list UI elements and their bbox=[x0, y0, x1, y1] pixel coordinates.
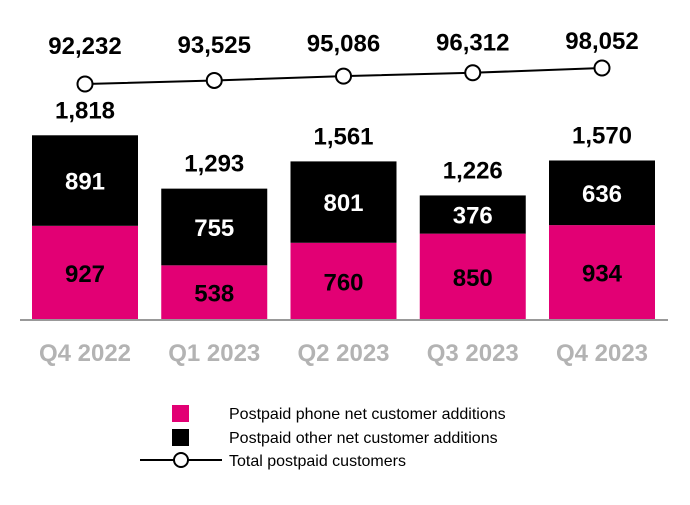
total-line-label: 92,232 bbox=[48, 33, 121, 60]
data-label-other: 801 bbox=[323, 190, 363, 217]
data-label-phone: 934 bbox=[582, 261, 623, 288]
total-label: 1,561 bbox=[313, 123, 373, 150]
legend-label-phone: Postpaid phone net customer additions bbox=[229, 406, 506, 423]
bar-phone bbox=[161, 265, 268, 320]
bar-phone bbox=[290, 242, 397, 320]
bar-other bbox=[419, 195, 526, 234]
data-label-phone: 760 bbox=[323, 269, 363, 296]
data-label-other: 376 bbox=[453, 203, 493, 230]
data-label-phone: 927 bbox=[65, 261, 105, 288]
total-line-label: 93,525 bbox=[178, 32, 251, 59]
x-tick-label: Q1 2023 bbox=[168, 340, 260, 367]
legend: Postpaid phone net customer additions Po… bbox=[140, 405, 506, 470]
data-label-other: 636 bbox=[582, 181, 622, 208]
total-line-point bbox=[464, 64, 482, 82]
total-label: 1,226 bbox=[443, 157, 503, 184]
legend-label-total: Total postpaid customers bbox=[229, 453, 406, 470]
legend-label-other: Postpaid other net customer additions bbox=[229, 430, 498, 447]
bar-phone bbox=[32, 225, 138, 320]
total-line-label: 98,052 bbox=[565, 28, 638, 55]
legend-swatch-other bbox=[172, 429, 189, 446]
data-label-other: 891 bbox=[65, 169, 105, 196]
total-line: 92,232 93,525 95,086 96,312 98,052 bbox=[48, 28, 639, 93]
bar-phone bbox=[419, 233, 526, 320]
bar-other bbox=[161, 188, 268, 266]
labels: 927 891 1,818 Q4 2022 538 755 1,293 Q1 2023 760 8… bbox=[39, 97, 648, 367]
x-tick-label: Q4 2023 bbox=[556, 340, 648, 367]
x-tick-label: Q2 2023 bbox=[297, 340, 389, 367]
x-tick-label: Q4 2022 bbox=[39, 340, 131, 367]
bar-other bbox=[549, 160, 655, 226]
x-tick-label: Q3 2023 bbox=[427, 340, 519, 367]
data-label-phone: 538 bbox=[194, 281, 234, 308]
bar-other bbox=[290, 161, 397, 243]
total-line-label: 95,086 bbox=[307, 31, 380, 58]
bar-other bbox=[32, 135, 138, 226]
bars bbox=[32, 135, 655, 320]
total-line-point bbox=[205, 71, 223, 89]
data-label-other: 755 bbox=[194, 215, 234, 242]
total-line-label: 96,312 bbox=[436, 30, 509, 57]
total-label: 1,570 bbox=[572, 122, 632, 149]
legend-swatch-phone bbox=[172, 405, 189, 422]
total-line-point bbox=[593, 59, 611, 77]
legend-marker-total bbox=[173, 452, 189, 468]
total-label: 1,818 bbox=[55, 97, 115, 124]
data-label-phone: 850 bbox=[453, 265, 493, 292]
total-label: 1,293 bbox=[184, 151, 244, 178]
total-line-point bbox=[335, 67, 352, 85]
total-line-point bbox=[76, 75, 94, 93]
bar-phone bbox=[549, 225, 655, 320]
